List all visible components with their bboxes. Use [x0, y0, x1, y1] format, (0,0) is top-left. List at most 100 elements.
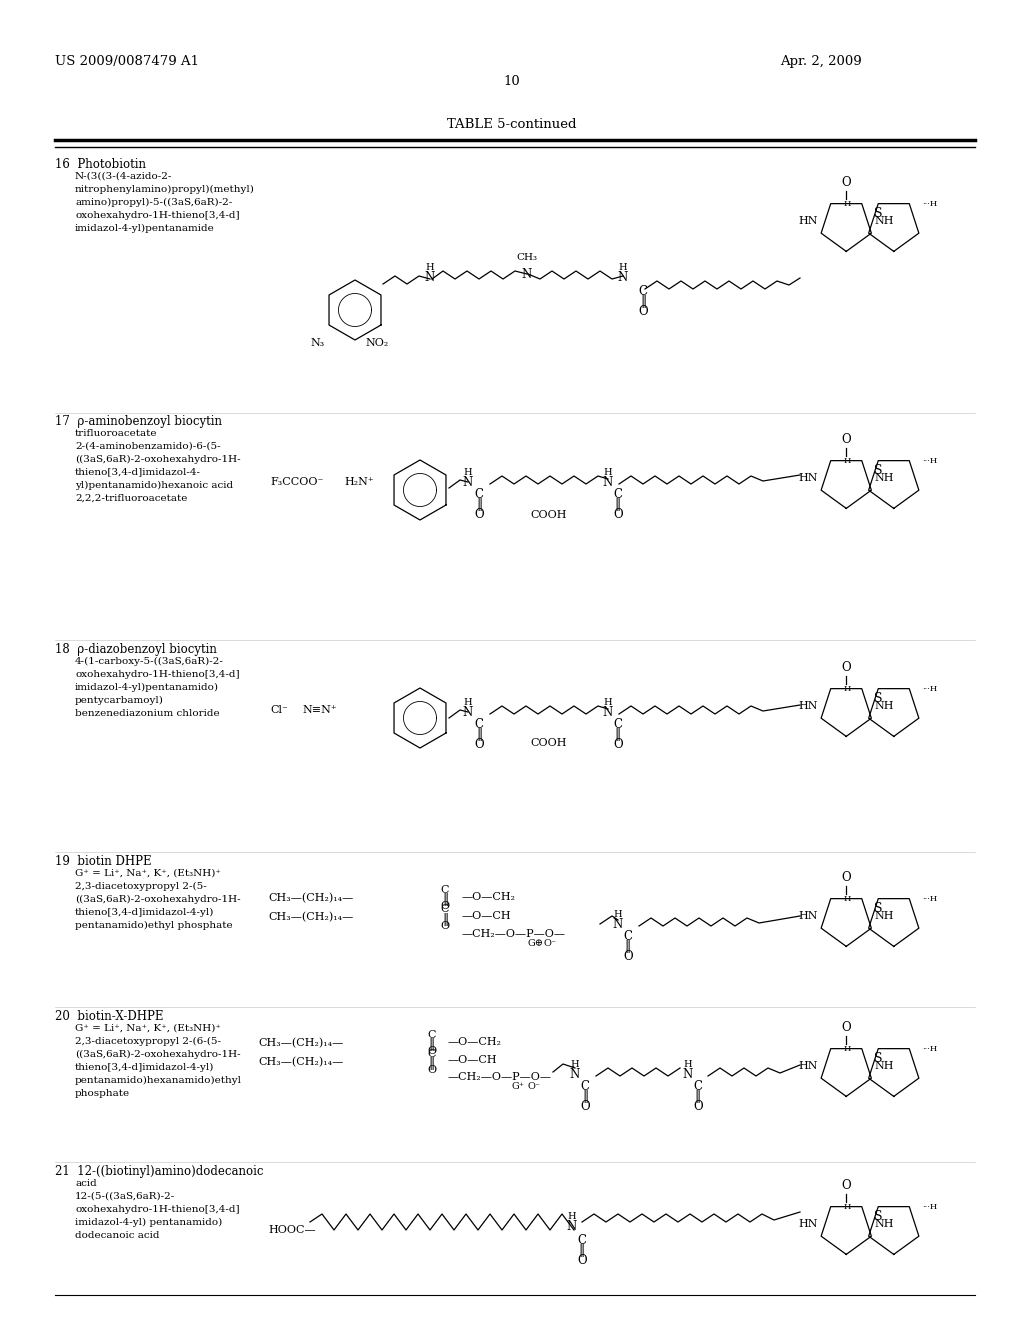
Text: HN: HN — [799, 701, 818, 711]
Text: ‖: ‖ — [476, 729, 482, 741]
Text: O: O — [693, 1100, 702, 1113]
Text: NH: NH — [874, 911, 894, 921]
Text: N: N — [603, 706, 613, 719]
Text: S: S — [874, 692, 883, 705]
Text: N: N — [613, 917, 624, 931]
Text: G⁺ = Li⁺, Na⁺, K⁺, (Et₃NH)⁺
2,3-diacetoxypropyl 2-(5-
((3aS,6aR)-2-oxohexahydro-: G⁺ = Li⁺, Na⁺, K⁺, (Et₃NH)⁺ 2,3-diacetox… — [75, 869, 241, 931]
Text: NH: NH — [874, 701, 894, 711]
Text: 21  12-((biotinyl)amino)dodecanoic: 21 12-((biotinyl)amino)dodecanoic — [55, 1166, 263, 1177]
Text: H: H — [464, 469, 472, 477]
Text: ‖: ‖ — [640, 294, 646, 308]
Text: C: C — [581, 1080, 590, 1093]
Text: O: O — [842, 1020, 851, 1034]
Text: H: H — [684, 1060, 692, 1069]
Text: C: C — [428, 1030, 436, 1040]
Text: N≡N⁺: N≡N⁺ — [302, 705, 337, 715]
Text: ···H: ···H — [922, 457, 937, 465]
Text: Cl⁻: Cl⁻ — [270, 705, 288, 715]
Text: ‖: ‖ — [614, 729, 622, 741]
Text: G⁺ = Li⁺, Na⁺, K⁺, (Et₃NH)⁺
2,3-diacetoxypropyl 2-(6-(5-
((3aS,6aR)-2-oxohexahyd: G⁺ = Li⁺, Na⁺, K⁺, (Et₃NH)⁺ 2,3-diacetox… — [75, 1024, 242, 1098]
Text: C: C — [474, 718, 483, 731]
Text: O: O — [440, 902, 450, 911]
Text: O: O — [624, 950, 633, 964]
Text: G⊕: G⊕ — [527, 939, 543, 948]
Text: O⁻: O⁻ — [543, 939, 556, 948]
Text: O: O — [613, 738, 623, 751]
Text: N: N — [463, 477, 473, 488]
Text: C: C — [613, 718, 623, 731]
Text: NH: NH — [874, 473, 894, 483]
Text: C: C — [428, 1049, 436, 1059]
Text: US 2009/0087479 A1: US 2009/0087479 A1 — [55, 55, 199, 69]
Text: ‖: ‖ — [579, 1243, 585, 1257]
Text: N: N — [522, 268, 532, 281]
Text: CH₃—(CH₂)₁₄—: CH₃—(CH₂)₁₄— — [268, 912, 353, 923]
Text: S: S — [874, 1209, 883, 1222]
Text: ‖: ‖ — [582, 1090, 588, 1104]
Text: N: N — [617, 271, 628, 284]
Text: trifluoroacetate
2-(4-aminobenzamido)-6-(5-
((3aS,6aR)-2-oxohexahydro-1H-
thieno: trifluoroacetate 2-(4-aminobenzamido)-6-… — [75, 429, 241, 503]
Text: TABLE 5-continued: TABLE 5-continued — [447, 117, 577, 131]
Text: S: S — [874, 902, 883, 915]
Text: 4-(1-carboxy-5-((3aS,6aR)-2-
oxohexahydro-1H-thieno[3,4-d]
imidazol-4-yl)pentana: 4-(1-carboxy-5-((3aS,6aR)-2- oxohexahydr… — [75, 657, 240, 718]
Text: NH: NH — [874, 1220, 894, 1229]
Text: CH₃: CH₃ — [516, 253, 538, 261]
Text: ‖: ‖ — [695, 1090, 701, 1104]
Text: O: O — [581, 1100, 590, 1113]
Text: H: H — [570, 1060, 580, 1069]
Text: O⁻: O⁻ — [528, 1082, 541, 1092]
Text: N-(3((3-(4-azido-2-
nitrophenylamino)propyl)(methyl)
amino)propyl)-5-((3aS,6aR)-: N-(3((3-(4-azido-2- nitrophenylamino)pro… — [75, 172, 255, 234]
Text: N: N — [425, 271, 435, 284]
Text: C: C — [613, 488, 623, 502]
Text: O: O — [638, 305, 648, 318]
Text: H···: H··· — [844, 1044, 859, 1052]
Text: H···: H··· — [844, 457, 859, 465]
Text: S: S — [874, 463, 883, 477]
Text: C: C — [440, 904, 450, 913]
Text: 19  biotin DHPE: 19 biotin DHPE — [55, 855, 152, 869]
Text: COOH: COOH — [530, 738, 566, 748]
Text: acid
12-(5-((3aS,6aR)-2-
oxohexahydro-1H-thieno[3,4-d]
imidazol-4-yl) pentanamid: acid 12-(5-((3aS,6aR)-2- oxohexahydro-1H… — [75, 1179, 240, 1239]
Text: ···H: ···H — [922, 1203, 937, 1210]
Text: H: H — [604, 698, 612, 708]
Text: ···H: ···H — [922, 199, 937, 207]
Text: —CH₂—O—P—O—: —CH₂—O—P—O— — [462, 929, 566, 939]
Text: ‖: ‖ — [442, 913, 449, 927]
Text: O: O — [842, 176, 851, 189]
Text: NH: NH — [874, 1061, 894, 1071]
Text: ‖: ‖ — [442, 894, 449, 906]
Text: ‖: ‖ — [476, 498, 482, 511]
Text: O: O — [842, 871, 851, 883]
Text: Apr. 2, 2009: Apr. 2, 2009 — [780, 55, 862, 69]
Text: —O—CH: —O—CH — [462, 911, 512, 921]
Text: H: H — [567, 1212, 577, 1221]
Text: O: O — [613, 508, 623, 521]
Text: N: N — [567, 1220, 578, 1233]
Text: O: O — [474, 508, 483, 521]
Text: HOOC—: HOOC— — [268, 1225, 315, 1236]
Text: 10: 10 — [504, 75, 520, 88]
Text: HN: HN — [799, 1220, 818, 1229]
Text: C: C — [578, 1234, 587, 1247]
Text: C: C — [440, 884, 450, 895]
Text: 16  Photobiotin: 16 Photobiotin — [55, 158, 146, 172]
Text: O: O — [842, 433, 851, 446]
Text: ···H: ···H — [922, 1044, 937, 1052]
Text: CH₃—(CH₂)₁₄—: CH₃—(CH₂)₁₄— — [258, 1057, 343, 1068]
Text: G⁺: G⁺ — [512, 1082, 525, 1092]
Text: S: S — [874, 1052, 883, 1065]
Text: HN: HN — [799, 911, 818, 921]
Text: HN: HN — [799, 216, 818, 226]
Text: 20  biotin-X-DHPE: 20 biotin-X-DHPE — [55, 1010, 164, 1023]
Text: HN: HN — [799, 1061, 818, 1071]
Text: O: O — [427, 1045, 436, 1056]
Text: 18  ρ-diazobenzoyl biocytin: 18 ρ-diazobenzoyl biocytin — [55, 643, 217, 656]
Text: O: O — [427, 1065, 436, 1074]
Text: N₃: N₃ — [310, 338, 325, 348]
Text: H···: H··· — [844, 685, 859, 693]
Text: C: C — [624, 931, 633, 942]
Text: C: C — [639, 285, 647, 298]
Text: ‖: ‖ — [429, 1057, 435, 1071]
Text: NO₂: NO₂ — [365, 338, 388, 348]
Text: COOH: COOH — [530, 510, 566, 520]
